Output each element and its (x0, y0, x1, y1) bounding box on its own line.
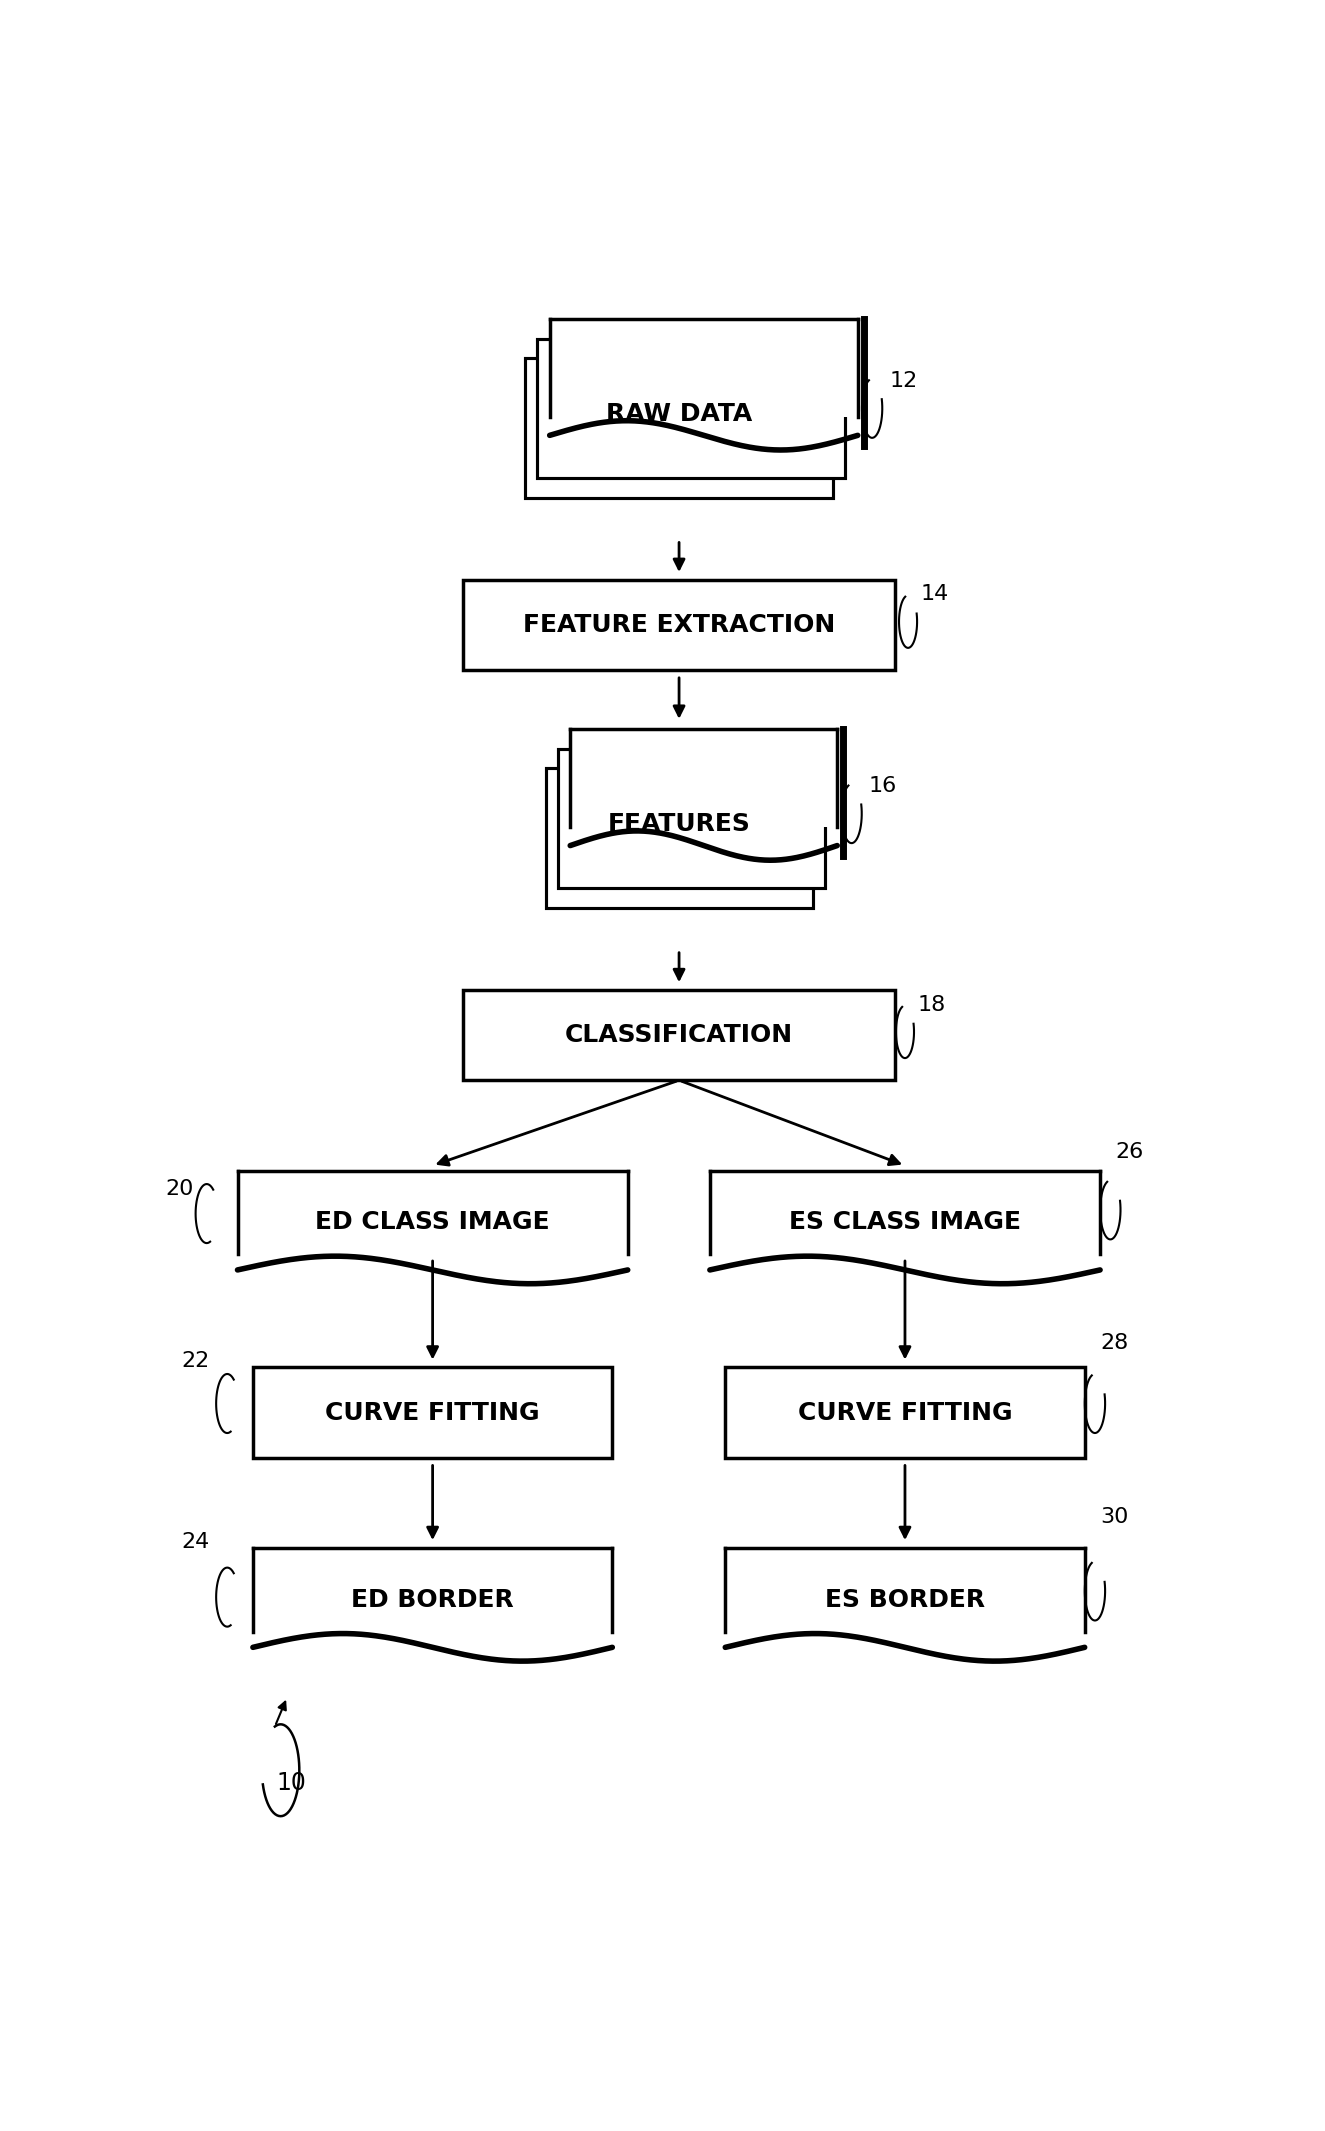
Text: 20: 20 (166, 1178, 193, 1200)
Text: 14: 14 (921, 584, 949, 605)
Text: RAW DATA: RAW DATA (606, 403, 753, 426)
Text: 16: 16 (869, 776, 897, 797)
Text: 12: 12 (889, 371, 918, 390)
Bar (570, 729, 837, 827)
Text: 30: 30 (1100, 1507, 1129, 1528)
Text: CURVE FITTING: CURVE FITTING (326, 1400, 539, 1424)
Text: CLASSIFICATION: CLASSIFICATION (564, 1023, 794, 1046)
Bar (464, 991, 894, 1080)
Text: 18: 18 (917, 995, 946, 1014)
Text: 24: 24 (182, 1532, 209, 1551)
Bar (525, 358, 833, 499)
Bar (725, 1368, 1085, 1458)
Bar (253, 1547, 612, 1632)
Text: 10: 10 (277, 1771, 306, 1794)
Text: ES CLASS IMAGE: ES CLASS IMAGE (788, 1210, 1022, 1234)
Bar (546, 769, 812, 908)
Bar (550, 320, 857, 416)
Bar (253, 1368, 612, 1458)
Bar (237, 1170, 628, 1255)
Text: ED CLASS IMAGE: ED CLASS IMAGE (315, 1210, 550, 1234)
Text: 26: 26 (1116, 1142, 1143, 1161)
Text: 28: 28 (1100, 1334, 1129, 1353)
Bar (558, 748, 825, 889)
Text: ES BORDER: ES BORDER (825, 1588, 984, 1611)
Bar (725, 1547, 1085, 1632)
Text: CURVE FITTING: CURVE FITTING (798, 1400, 1012, 1424)
Bar (464, 580, 894, 669)
Bar (710, 1170, 1100, 1255)
Text: FEATURE EXTRACTION: FEATURE EXTRACTION (523, 614, 835, 637)
Bar (538, 339, 845, 477)
Text: 22: 22 (182, 1351, 209, 1372)
Text: ED BORDER: ED BORDER (351, 1588, 514, 1611)
Text: FEATURES: FEATURES (608, 812, 750, 835)
